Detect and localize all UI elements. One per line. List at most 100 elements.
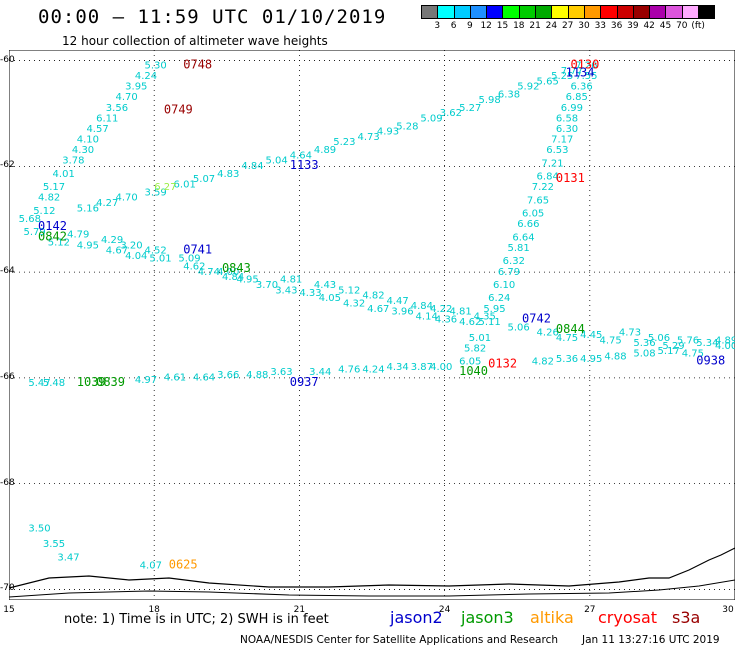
pass-time-label: 0142: [38, 219, 67, 233]
pass-time-label: 1039: [77, 375, 106, 389]
footer-timestamp: Jan 11 13:27:16 UTC 2019: [582, 634, 720, 646]
legend-cryosat: cryosat: [598, 608, 658, 627]
wave-height-value: 3.59: [145, 187, 167, 198]
wave-height-value: 4.70: [115, 92, 137, 103]
lat-label: -64: [0, 266, 15, 277]
note-text: note: 1) Time is in UTC; 2) SWH is in fe…: [64, 612, 329, 627]
antarctic-coastline-secondary: [9, 579, 735, 598]
scale-swatch: [665, 5, 683, 19]
wave-height-value: 4.67: [106, 246, 128, 257]
wave-height-value: 4.62: [183, 261, 205, 272]
scale-swatch: [649, 5, 667, 19]
wave-height-value: 5.17: [43, 182, 65, 193]
wave-height-value: 4.82: [38, 193, 60, 204]
pass-time-label: 0938: [696, 354, 725, 368]
wave-height-value: 5.82: [464, 343, 486, 354]
wave-height-value: 4.84: [241, 161, 263, 172]
wave-height-value: 5.34: [696, 338, 718, 349]
wave-height-value: 5.27: [459, 103, 481, 114]
wave-height-value: 4.32: [343, 298, 365, 309]
pass-time-label: 1133: [290, 158, 319, 172]
color-scale-labels: 3 6 9 12 15 18 21 24 27 30 33 36 39 42 45 70 (ft): [421, 21, 740, 33]
pass-time-label: 0132: [488, 356, 517, 370]
wave-height-value: 7.26: [575, 61, 597, 72]
wave-height-value: 3.95: [125, 82, 147, 93]
wave-height-value: 4.00: [715, 341, 735, 352]
wave-height-value: 4.34: [387, 362, 409, 373]
wave-height-value: 6.58: [556, 113, 578, 124]
wave-height-value: 4.81: [449, 306, 471, 317]
lat-label: -60: [0, 54, 15, 65]
wave-height-value: 5.36: [556, 354, 578, 365]
wave-height-value: 4.73: [619, 328, 641, 339]
wave-height-value: 4.70: [115, 193, 137, 204]
wave-height-value: 3.78: [62, 156, 84, 167]
wave-height-value: 5.98: [478, 95, 500, 106]
wave-height-value: 4.10: [77, 135, 99, 146]
scale-label: 36: [610, 21, 623, 31]
wave-height-value: 3.20: [120, 240, 142, 251]
lat-label: -62: [0, 160, 15, 171]
wave-height-value: 5.12: [33, 206, 55, 217]
wave-height-value: 6.66: [517, 219, 539, 230]
legend-s3a: s3a: [672, 608, 701, 627]
wave-height-value: 7.17: [551, 135, 573, 146]
scale-label: 42: [643, 21, 655, 31]
wave-height-value: 5.28: [396, 121, 418, 132]
wave-height-value: 5.12: [48, 238, 70, 249]
scale-label: 45: [659, 21, 672, 31]
wave-height-value: 6.38: [498, 90, 520, 101]
wave-height-value: 6.36: [570, 82, 592, 93]
scale-label: 21: [529, 21, 541, 31]
wave-height-value: 3.66: [217, 370, 239, 381]
wave-height-value: 4.75: [599, 336, 621, 347]
scale-label: 6: [450, 21, 457, 31]
wave-height-value: 5.08: [633, 349, 655, 360]
wave-height-value: 4.24: [135, 71, 157, 82]
pass-time-label: 0842: [38, 229, 67, 243]
wave-height-value: 5.30: [145, 61, 167, 72]
page-subtitle: 12 hour collection of altimeter wave hei…: [62, 34, 328, 48]
wave-height-value: 4.00: [217, 267, 239, 278]
wave-height-value: 4.43: [314, 280, 336, 291]
wave-height-value: 5.76: [677, 336, 699, 347]
wave-height-value: 4.67: [367, 304, 389, 315]
wave-height-value: 5.16: [77, 203, 99, 214]
wave-height-value: 3.50: [28, 523, 50, 534]
wave-height-value: 5.68: [19, 214, 41, 225]
wave-height-value: 4.73: [357, 132, 379, 143]
wave-height-value: 3.43: [275, 285, 297, 296]
wave-height-value: 6.64: [512, 232, 534, 243]
wave-height-value: 6.10: [493, 280, 515, 291]
wave-height-value: 5.36: [633, 338, 655, 349]
wave-height-value: 5.48: [43, 378, 65, 389]
wave-height-value: 3.63: [270, 367, 292, 378]
wave-height-value: 5.29: [662, 341, 684, 352]
pass-time-label: 1134: [566, 65, 595, 79]
wave-height-value: 7.22: [532, 182, 554, 193]
footer-credit: NOAA/NESDIS Center for Satellite Applica…: [240, 634, 558, 646]
scale-swatch: [535, 5, 553, 19]
scale-label: 39: [627, 21, 639, 31]
wave-height-value: 5.81: [508, 243, 530, 254]
scale-swatch: [502, 5, 520, 19]
wave-height-value: 6.27: [154, 182, 176, 193]
wave-height-value: 4.97: [135, 375, 157, 386]
wave-height-value: 5.06: [508, 322, 530, 333]
wave-height-value: 4.75: [682, 349, 704, 360]
wave-height-value: 6.11: [96, 113, 118, 124]
wave-height-value: 6.05: [522, 209, 544, 220]
scale-label: 30: [578, 21, 590, 31]
wave-height-value: 4.83: [217, 169, 239, 180]
scale-swatch: [583, 5, 602, 19]
wave-height-value: 4.30: [72, 145, 94, 156]
scale-swatch: [437, 5, 455, 19]
scale-swatch: [698, 5, 716, 19]
wave-height-value: 4.36: [435, 314, 457, 325]
lat-label: -68: [0, 477, 15, 488]
wave-height-value: 6.85: [566, 92, 588, 103]
wave-height-value: 4.27: [96, 198, 118, 209]
scale-label: 24: [545, 21, 558, 31]
wave-height-value: 4.04: [125, 251, 147, 262]
pass-time-label: 0843: [222, 261, 251, 275]
